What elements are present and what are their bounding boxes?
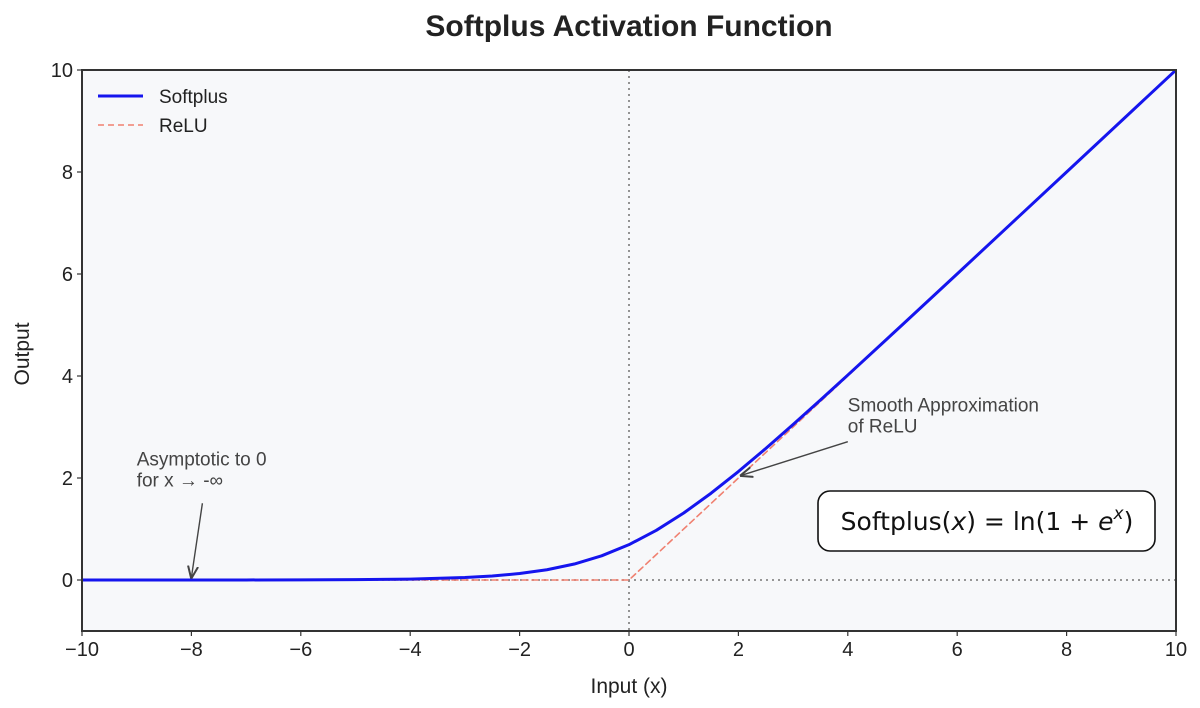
x-tick-label: 10	[1165, 639, 1187, 661]
legend: Softplus ReLU	[98, 87, 228, 137]
formula-box: Softplus(x) = ln(1 + ex)	[817, 490, 1156, 552]
x-tick-label: −8	[180, 639, 203, 661]
x-tick-label: −6	[289, 639, 312, 661]
annotation-arrow-2	[741, 441, 849, 476]
y-tick-label: 10	[51, 60, 73, 82]
annotation-text-2: Smooth Approximation of ReLU	[848, 396, 1039, 438]
y-axis-label: Output	[11, 322, 34, 385]
annotation-text-1: Asymptotic to 0 for x → -∞	[137, 449, 267, 491]
x-tick-label: 4	[842, 639, 853, 661]
chart-title: Softplus Activation Function	[425, 10, 832, 43]
y-tick-label: 6	[62, 264, 73, 286]
y-tick-label: 0	[62, 570, 73, 592]
y-tick-label: 2	[62, 468, 73, 490]
annotation-arrow-1	[191, 503, 204, 577]
x-tick-label: −10	[65, 639, 99, 661]
formula-text: Softplus(x) = ln(1 + ex)	[841, 504, 1134, 536]
x-axis-label: Input (x)	[590, 675, 667, 698]
x-tick-label: −4	[399, 639, 422, 661]
y-tick-label: 8	[62, 162, 73, 184]
legend-relu-label: ReLU	[159, 116, 208, 137]
y-tick-label: 4	[62, 366, 73, 388]
x-tick-label: 6	[952, 639, 963, 661]
x-tick-label: 2	[733, 639, 744, 661]
x-tick-label: 0	[623, 639, 634, 661]
series-line-softplus	[82, 70, 1176, 582]
legend-softplus-label: Softplus	[159, 87, 228, 108]
formula-box-frame	[817, 490, 1156, 552]
x-tick-label: −2	[508, 639, 531, 661]
x-tick-label: 8	[1061, 639, 1072, 661]
